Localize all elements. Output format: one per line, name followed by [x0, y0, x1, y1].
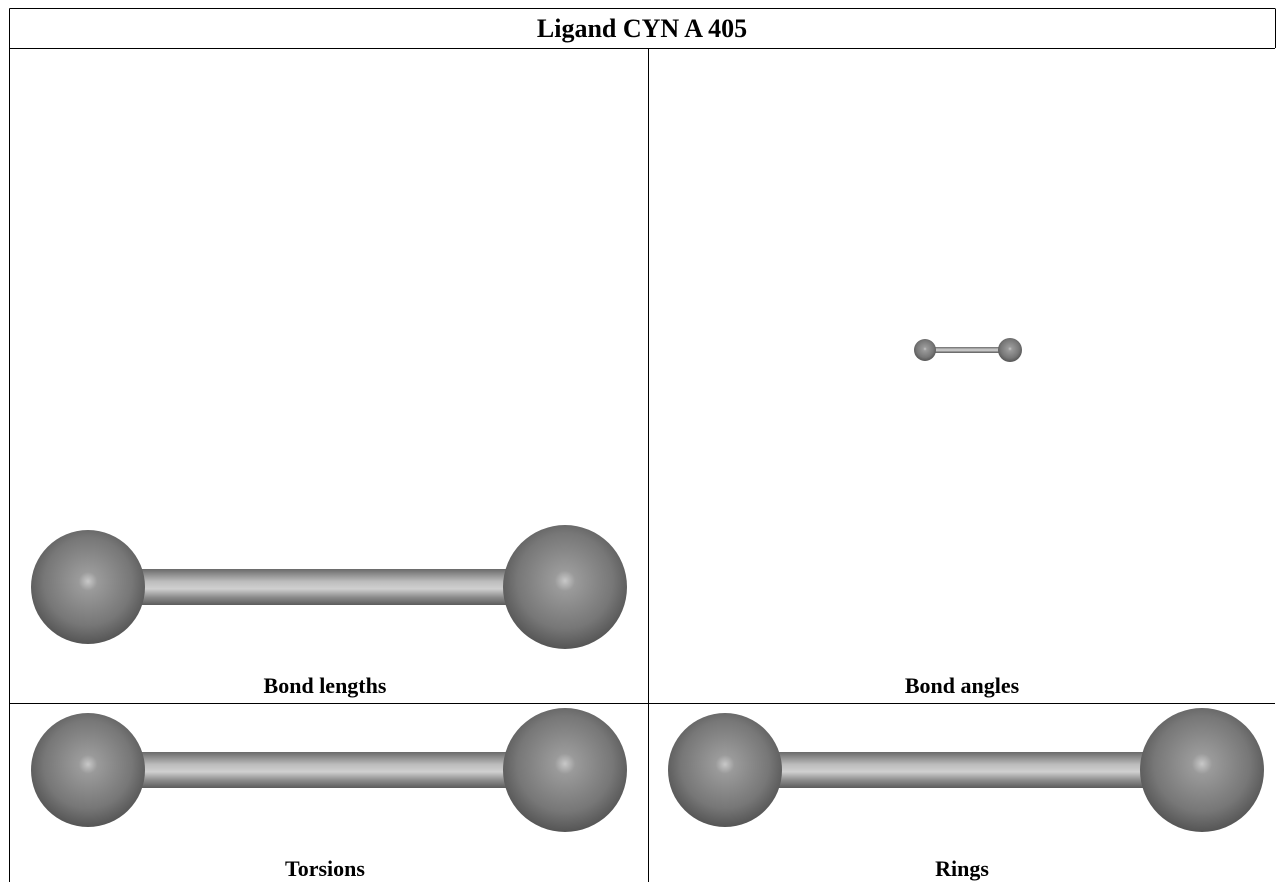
caption: Bond lengths — [264, 673, 387, 698]
molecule-image — [668, 708, 1264, 832]
caption: Torsions — [285, 856, 365, 881]
page: Ligand CYN A 405 Bond lengths Bond angle… — [0, 0, 1277, 882]
molecule-image — [31, 525, 627, 649]
figure: Ligand CYN A 405 Bond lengths Bond angle… — [0, 0, 1277, 882]
molecule-image — [914, 338, 1022, 362]
title: Ligand CYN A 405 — [537, 14, 747, 43]
caption: Bond angles — [905, 673, 1020, 698]
molecule-image — [31, 708, 627, 832]
caption: Rings — [935, 856, 989, 881]
